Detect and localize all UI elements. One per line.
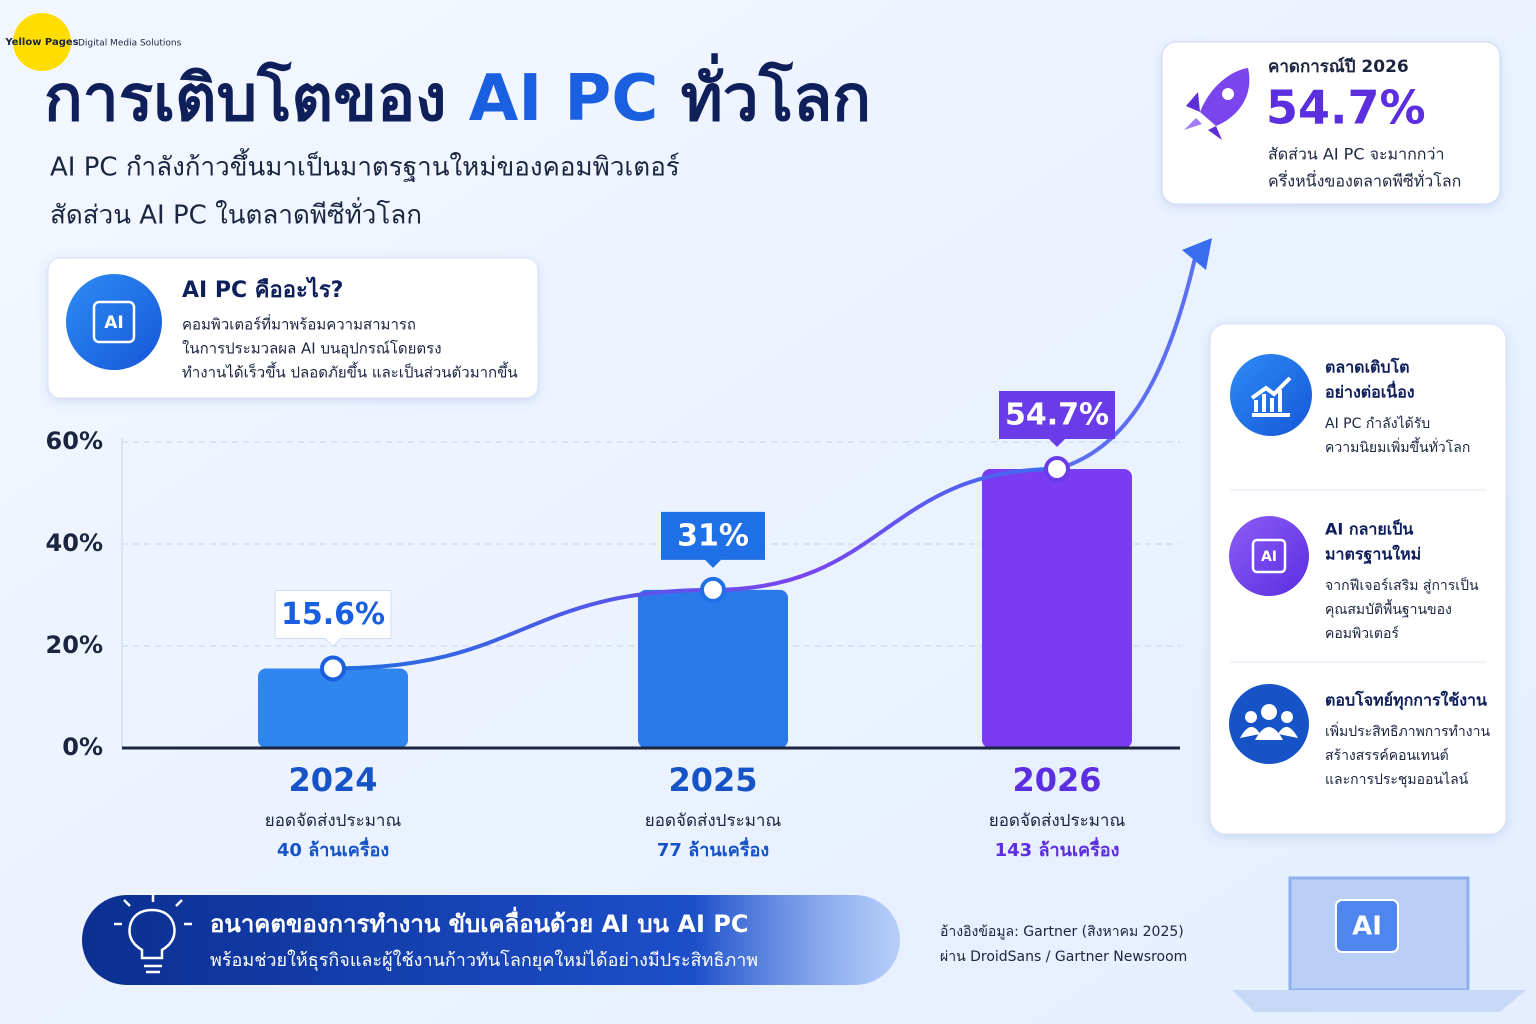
info-line: คอมพิวเตอร์ที่มาพร้อมความสามารถ [182,314,416,334]
chart-title: สัดส่วน AI PC ในตลาดพีซีทั่วโลก [50,197,422,231]
logo-tagline: Digital Media Solutions [78,39,182,49]
value-point [1044,456,1070,483]
side-item-desc: สร้างสรรค์คอนเทนต์ [1325,747,1449,764]
info-title: AI PC คืออะไร? [182,276,343,303]
side-item-desc: คุณสมบัติพื้นฐานของ [1325,599,1452,618]
side-item-title: มาตรฐานใหม่ [1325,545,1421,565]
chip-outline [92,300,136,344]
people-glyph [1240,704,1298,740]
forecast-desc: ครึ่งหนึ่งของตลาดพีซีทั่วโลก [1268,170,1461,191]
banner-title: อนาคตของการทำงาน ขับเคลื่อนด้วย AI บน AI… [210,906,748,938]
side-item-desc: AI PC กำลังได้รับ [1325,415,1430,432]
ai-icon [1229,516,1309,596]
x-tick-label: 2024 [288,761,377,799]
value-label-box [661,511,765,568]
x-tick-label: 2025 [668,761,757,799]
value-point [700,576,726,603]
info-line: ทำงานได้เร็วขึ้น ปลอดภัยขึ้น และเป็นส่วน… [182,362,518,382]
logo-name: Yellow Pages [4,37,78,48]
side-item-desc: จากฟีเจอร์เสริม สู่การเป็น [1325,576,1479,594]
chart: 0% 20% 40% 60% 15.6% 2024 ยอดจัดส่งประมาณ 40 ล้… [46,238,1212,861]
shipment-caption: ยอดจัดส่งประมาณ [645,811,782,831]
people-icon [1229,684,1309,764]
growth-glyph [1250,376,1292,417]
title-highlight: AI PC [469,62,659,136]
y-tick-label: 20% [46,631,103,659]
laptop-screen-text: AI [1352,912,1382,942]
bar [638,589,788,748]
side-item-title: อย่างต่อเนื่อง [1325,381,1415,402]
y-tick-label: 40% [46,529,103,557]
shipment-value: 143 ล้านเครื่อง [995,837,1120,861]
source-line: ผ่าน DroidSans / Gartner Newsroom [940,949,1187,965]
shipment-value: 40 ล้านเครื่อง [277,837,389,861]
y-tick-label: 0% [62,733,103,761]
side-item-title: ตลาดเติบโต [1325,357,1410,377]
shipment-caption: ยอดจัดส่งประมาณ [265,811,402,831]
chip-text: AI [104,313,123,333]
shipment-value: 77 ล้านเครื่อง [657,837,769,861]
title-part: ทั่วโลก [681,53,871,136]
side-item-title: ตอบโจทย์ทุกการใช้งาน [1325,690,1487,711]
side-item-desc: คอมพิวเตอร์ [1325,625,1399,642]
logo-badge [13,13,71,71]
bar [982,469,1132,748]
ai-chip-text: AI [1261,549,1277,565]
bar [258,668,408,748]
forecast-label: คาดการณ์ปี 2026 [1268,56,1409,77]
banner-subtitle: พร้อมช่วยให้ธุรกิจและผู้ใช้งานก้าวทันโลก… [210,949,758,971]
title-part: การเติบโตของ [44,60,447,136]
side-item-desc: และการประชุมออนไลน์ [1325,771,1469,788]
forecast-value: 54.7% [1266,81,1426,135]
info-line: ในการประมวลผล AI บนอุปกรณ์โดยตรง [182,340,442,359]
shipment-caption: ยอดจัดส่งประมาณ [989,811,1126,831]
trend-arrow-line [1056,253,1198,471]
value-label: 54.7% [1005,398,1109,433]
value-label: 15.6% [281,597,385,632]
value-point [320,655,346,682]
x-tick-label: 2026 [1012,761,1101,799]
value-label-box [999,391,1115,448]
side-item-title: AI กลายเป็น [1325,518,1413,539]
page-title: การเติบโตของ AI PC ทั่วโลก [44,53,871,136]
laptop [1232,876,1526,1012]
chip-icon [66,274,162,370]
side-item-desc: เพิ่มประสิทธิภาพการทำงาน [1325,722,1490,740]
trend-arrowhead [1182,238,1212,270]
forecast-desc: สัดส่วน AI PC จะมากกว่า [1268,145,1444,164]
info-box [47,257,539,399]
subtitle: AI PC กำลังก้าวขึ้นมาเป็นมาตรฐานใหม่ของค… [50,148,680,183]
y-tick-label: 60% [46,427,103,455]
growth-icon [1230,354,1312,436]
rocket-icon [1184,68,1250,140]
value-label-box [274,589,392,647]
value-label: 31% [677,518,749,553]
side-item-desc: ความนิยมเพิ่มขึ้นทั่วโลก [1325,437,1470,456]
bulb-icon [114,894,192,974]
banner [82,895,900,985]
ai-chip-outline [1251,538,1287,574]
source-line: อ้างอิงข้อมูล: Gartner (สิงหาคม 2025) [940,924,1184,940]
